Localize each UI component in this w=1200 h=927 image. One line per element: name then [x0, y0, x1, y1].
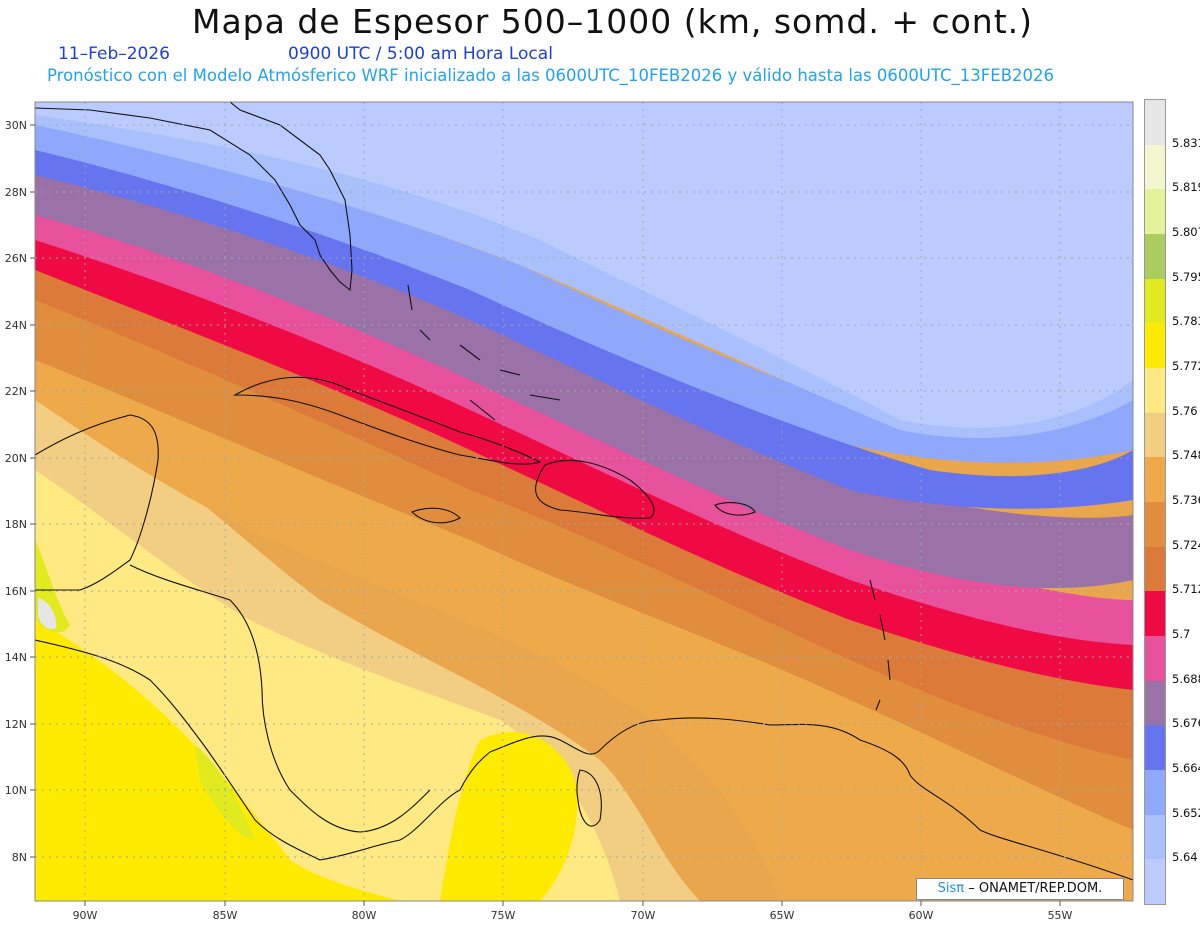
legend-swatch	[1145, 502, 1165, 548]
legend-level-label: 5.783	[1172, 314, 1200, 329]
band-green-cr	[195, 745, 255, 840]
lat-label: 24N	[5, 319, 27, 332]
lat-label: 18N	[5, 518, 27, 531]
map-title: Mapa de Espesor 500–1000 (km, somd. + co…	[191, 2, 1034, 41]
legend-level-label: 5.807	[1172, 225, 1200, 239]
legend-level-label: 5.64	[1172, 850, 1198, 865]
lon-label: 85W	[213, 909, 238, 922]
legend-swatch	[1145, 278, 1165, 324]
legend-level-label: 5.7	[1172, 627, 1191, 641]
valid-time-line: 11–Feb–2026 0900 UTC / 5:00 am Hora Loca…	[58, 44, 553, 64]
legend-swatch	[1145, 100, 1165, 146]
puerto-rico-coast	[714, 502, 756, 516]
legend-swatch	[1145, 323, 1165, 369]
legend-level-label: 5.652	[1172, 805, 1200, 820]
legend-level-label: 5.712	[1172, 582, 1200, 597]
band-5640-top	[35, 102, 1133, 428]
lat-label: 8N	[12, 851, 27, 864]
lat-label: 12N	[5, 718, 27, 731]
lat-label: 30N	[5, 119, 27, 132]
central-america-coast	[35, 639, 491, 861]
legend-swatch	[1145, 636, 1165, 682]
sispi-brand: Sisπ	[937, 881, 965, 896]
shaded-thickness-field	[35, 102, 1133, 901]
legend-level-label: 5.724	[1172, 537, 1200, 552]
legend-level-label: 5.748	[1172, 448, 1200, 463]
legend-level-label: 5.676	[1172, 716, 1200, 731]
lon-label: 90W	[73, 909, 98, 922]
credit-text: – ONAMET/REP.DOM.	[968, 881, 1103, 896]
longitude-labels: 90W 85W 80W 75W 70W 65W 60W 55W	[73, 909, 1073, 922]
legend-level-label: 5.736	[1172, 493, 1200, 507]
legend-swatch	[1145, 457, 1165, 503]
maracaibo-lake	[576, 769, 602, 827]
legend-level-label: 5.772	[1172, 359, 1200, 373]
legend-swatch	[1145, 412, 1165, 458]
map-frame	[34, 101, 1134, 902]
legend-level-label: 5.831	[1172, 135, 1200, 150]
jamaica-coast	[410, 507, 461, 524]
legend-swatch	[1145, 189, 1165, 235]
central-america-caribbean	[129, 564, 431, 833]
lon-label: 65W	[770, 909, 795, 922]
lat-label: 10N	[5, 784, 27, 797]
band-yellow-venez	[440, 732, 578, 901]
lat-label: 26N	[5, 252, 27, 265]
graticule	[35, 102, 1133, 901]
legend-level-label: 5.795	[1172, 269, 1200, 284]
lon-label: 55W	[1048, 909, 1073, 922]
south-america-coast	[489, 717, 1133, 881]
legend-swatch	[1145, 591, 1165, 637]
yucatan-coast	[35, 414, 159, 591]
legend-swatch	[1145, 770, 1165, 816]
lon-label: 80W	[352, 909, 377, 922]
bahamas-islands	[407, 284, 561, 421]
legend-swatch	[1145, 368, 1165, 414]
legend-swatch	[1145, 546, 1165, 592]
legend-swatch	[1145, 144, 1165, 190]
latitude-labels: 30N 28N 26N 24N 22N 20N 18N 16N 14N 12N …	[5, 119, 27, 864]
lon-label: 60W	[909, 909, 934, 922]
model-run-subtitle: Pronóstico con el Modelo Atmósferico WRF…	[47, 66, 1055, 85]
color-legend	[1144, 99, 1166, 905]
lat-label: 22N	[5, 385, 27, 398]
cuba-coast	[232, 376, 542, 465]
lat-label: 16N	[5, 585, 27, 598]
credit-box: Sisπ – ONAMET/REP.DOM.	[916, 878, 1124, 900]
legend-swatch	[1145, 859, 1165, 905]
legend-level-label: 5.819	[1172, 180, 1200, 195]
forecast-date: 11–Feb–2026	[58, 44, 170, 64]
legend-level-label: 5.76	[1172, 403, 1198, 418]
lon-label: 75W	[491, 909, 516, 922]
legend-swatch	[1145, 680, 1165, 726]
lesser-antilles	[869, 579, 891, 711]
tick-marks	[30, 124, 1061, 906]
legend-swatch	[1145, 814, 1165, 860]
coastlines	[35, 102, 1133, 881]
legend-swatch	[1145, 725, 1165, 771]
florida-coast	[35, 102, 353, 292]
lat-label: 28N	[5, 186, 27, 199]
band-5664	[35, 115, 1133, 463]
legend-level-label: 5.664	[1172, 761, 1200, 775]
lon-label: 70W	[631, 909, 656, 922]
hispaniola-coast	[535, 459, 655, 519]
legend-swatch	[1145, 234, 1165, 280]
band-grey-guat	[38, 598, 57, 630]
lat-label: 14N	[5, 651, 27, 664]
band-yellow	[35, 620, 400, 901]
legend-level-label: 5.688	[1172, 671, 1200, 686]
forecast-time: 0900 UTC / 5:00 am Hora Local	[288, 44, 553, 64]
lat-label: 20N	[5, 452, 27, 465]
